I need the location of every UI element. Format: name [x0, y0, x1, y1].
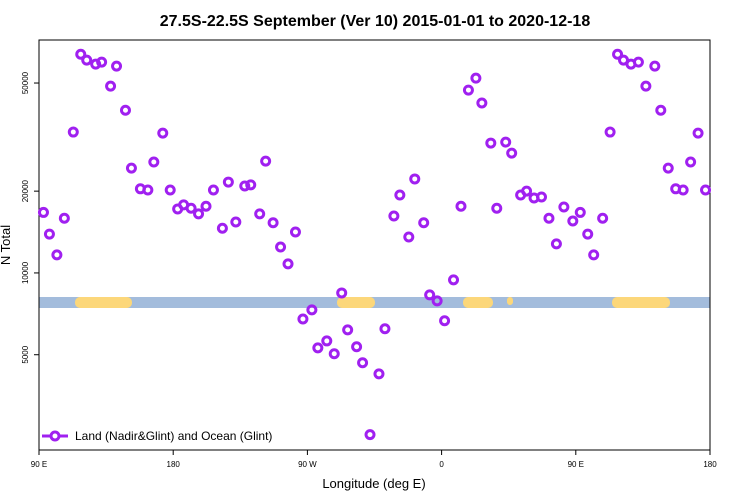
point — [500, 136, 512, 148]
point — [649, 60, 661, 72]
point — [403, 231, 415, 243]
point — [58, 212, 70, 224]
point — [662, 162, 674, 174]
point — [142, 184, 154, 196]
point — [222, 176, 234, 188]
point — [200, 200, 212, 212]
x-tick-label: 90 E — [568, 460, 584, 469]
point — [289, 226, 301, 238]
point — [321, 335, 333, 347]
point — [418, 217, 430, 229]
x-tick-label: 180 — [703, 460, 717, 469]
point — [543, 212, 555, 224]
point — [306, 304, 318, 316]
point — [476, 97, 488, 109]
point — [230, 216, 242, 228]
point — [550, 238, 562, 250]
point — [312, 342, 324, 354]
point — [448, 274, 460, 286]
point — [193, 208, 205, 220]
chart-title: 27.5S-22.5S September (Ver 10) 2015-01-0… — [160, 13, 591, 30]
y-tick-label: 50000 — [21, 71, 30, 94]
point — [612, 48, 624, 60]
point — [67, 126, 79, 138]
point — [655, 104, 667, 116]
point — [582, 228, 594, 240]
point — [558, 201, 570, 213]
point — [431, 295, 443, 307]
point — [245, 179, 257, 191]
legend-marker — [49, 430, 61, 442]
point — [125, 162, 137, 174]
point — [506, 147, 518, 159]
point — [700, 184, 712, 196]
point — [328, 348, 340, 360]
point — [692, 127, 704, 139]
point — [267, 217, 279, 229]
point — [96, 56, 108, 68]
point — [75, 48, 87, 60]
point — [462, 84, 474, 96]
point — [597, 212, 609, 224]
point — [119, 104, 131, 116]
point — [51, 249, 63, 261]
point — [164, 184, 176, 196]
point — [409, 173, 421, 185]
point — [470, 72, 482, 84]
point — [632, 56, 644, 68]
point — [282, 258, 294, 270]
point — [275, 241, 287, 253]
point — [37, 206, 49, 218]
point — [521, 185, 533, 197]
x-tick-label: 90 W — [298, 460, 317, 469]
point — [216, 222, 228, 234]
y-tick-label: 20000 — [21, 179, 30, 202]
point — [148, 156, 160, 168]
y-axis-label: N Total — [0, 225, 13, 265]
point — [567, 215, 579, 227]
point — [640, 80, 652, 92]
point — [536, 191, 548, 203]
point — [297, 313, 309, 325]
point — [351, 341, 363, 353]
point — [388, 210, 400, 222]
x-axis-label: Longitude (deg E) — [322, 476, 425, 491]
point — [342, 324, 354, 336]
x-tick-label: 0 — [439, 460, 444, 469]
point — [357, 357, 369, 369]
point — [260, 155, 272, 167]
point — [43, 228, 55, 240]
point — [81, 54, 93, 66]
point — [604, 126, 616, 138]
point — [677, 184, 689, 196]
point — [491, 202, 503, 214]
y-tick-label: 10000 — [21, 261, 30, 284]
land-segments — [75, 297, 670, 308]
point — [685, 156, 697, 168]
plot-frame — [38, 39, 711, 451]
x-tick-label: 180 — [167, 460, 181, 469]
point — [336, 287, 348, 299]
point — [185, 202, 197, 214]
point — [485, 137, 497, 149]
point — [105, 80, 117, 92]
point — [379, 323, 391, 335]
point — [364, 429, 376, 441]
point — [157, 127, 169, 139]
point — [239, 180, 251, 192]
x-tick-label: 90 E — [31, 460, 47, 469]
point — [373, 368, 385, 380]
point — [394, 189, 406, 201]
point — [455, 200, 467, 212]
point — [111, 60, 123, 72]
legend-label: Land (Nadir&Glint) and Ocean (Glint) — [75, 429, 272, 443]
point — [207, 184, 219, 196]
point — [424, 289, 436, 301]
y-tick-label: 5000 — [21, 345, 30, 363]
point — [254, 208, 266, 220]
point — [574, 206, 586, 218]
point — [588, 249, 600, 261]
point — [439, 315, 451, 327]
